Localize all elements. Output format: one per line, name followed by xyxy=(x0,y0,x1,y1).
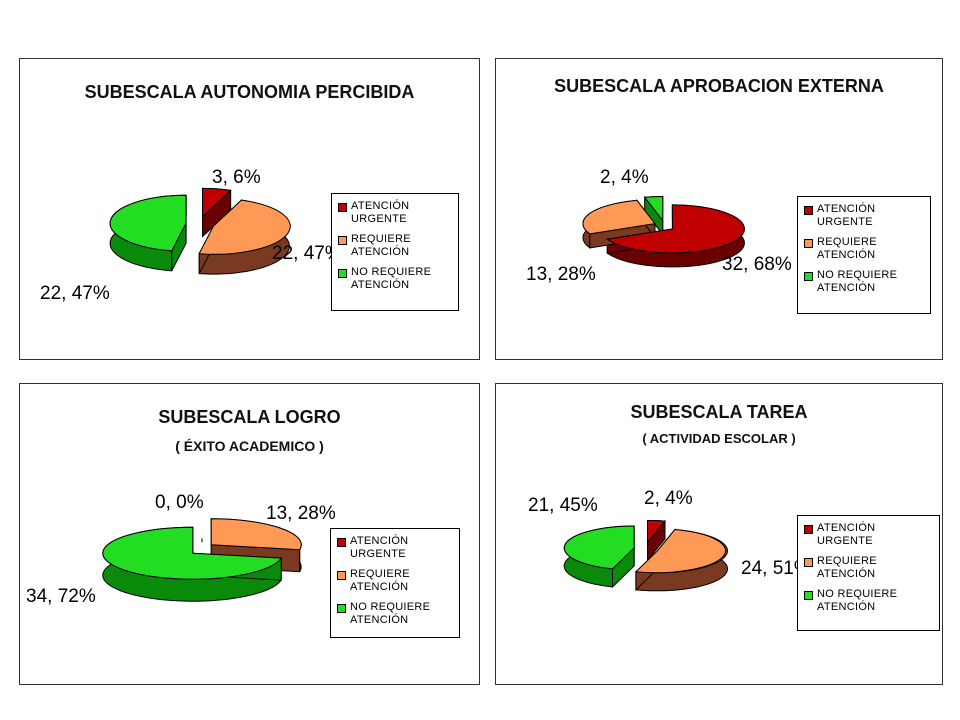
data-label: 13, 28% xyxy=(266,503,336,524)
chart-title: SUBESCALA APROBACION EXTERNA xyxy=(554,76,884,96)
legend-label: URGENTE xyxy=(817,535,873,547)
chart-panel-logro: 0, 0% 13, 28% 34, 72% SUBESCALA LOGRO ( ÉX… xyxy=(19,383,480,685)
chart-panel-autonomia: 3, 6% 22, 47% 22, 47% SUBESCALA AUTONOMIA … xyxy=(19,58,480,360)
pie-chart-svg: 2, 4% 24, 51% 21, 45% xyxy=(528,488,811,592)
pie-slice-requiere xyxy=(634,528,726,574)
legend-item-requiere: REQUIERE ATENCIÓN xyxy=(338,233,458,259)
chart-panel-tarea: 2, 4% 24, 51% 21, 45% SUBESCALA TAREA ( AC… xyxy=(495,383,943,685)
legend-item-no-requiere: NO REQUIERE ATENCIÓN xyxy=(337,601,459,627)
pie-chart-svg: 3, 6% 22, 47% 22, 47% xyxy=(40,167,342,304)
legend-swatch xyxy=(337,538,346,547)
legend-label: NO REQUIERE xyxy=(351,266,432,278)
pie-slice-no-requiere xyxy=(109,194,187,252)
legend-label: REQUIERE xyxy=(817,236,877,248)
legend-label: NO REQUIERE xyxy=(817,588,898,600)
legend-label: ATENCIÓN xyxy=(351,279,410,291)
pie-chart-svg: 0, 0% 13, 28% 34, 72% xyxy=(26,492,336,607)
legend-label: ATENCIÓN xyxy=(817,282,876,294)
chart-title: SUBESCALA TAREA xyxy=(630,402,808,422)
data-label: 2, 4% xyxy=(644,488,693,509)
chart-legend: ATENCIÓN URGENTE REQUIERE ATENCIÓN NO REQU… xyxy=(331,193,459,311)
chart-title: SUBESCALA AUTONOMIA PERCIBIDA xyxy=(84,82,415,102)
legend-item-requiere: REQUIERE ATENCIÓN xyxy=(337,568,459,594)
legend-swatch xyxy=(804,239,813,248)
legend-item-requiere: REQUIERE ATENCIÓN xyxy=(804,555,939,581)
legend-label: REQUIERE xyxy=(817,555,877,567)
data-label: 22, 47% xyxy=(40,283,110,304)
pie-slice-no-requiere xyxy=(563,525,635,570)
legend-label: URGENTE xyxy=(351,213,407,225)
data-label: 3, 6% xyxy=(212,167,261,188)
legend-label: ATENCIÓN xyxy=(350,581,409,593)
legend-swatch xyxy=(338,203,347,212)
legend-label: REQUIERE xyxy=(351,233,411,245)
pie-slice-no-requiere xyxy=(102,526,283,580)
legend-item-urgent: ATENCIÓN URGENTE xyxy=(338,200,458,226)
pie-slice-requiere xyxy=(210,518,302,551)
data-label: 24, 51% xyxy=(741,558,811,579)
legend-item-no-requiere: NO REQUIERE ATENCIÓN xyxy=(338,266,458,292)
legend-label: ATENCIÓN xyxy=(817,203,876,215)
pie-slice-urgent xyxy=(605,204,745,254)
legend-label: ATENCIÓN xyxy=(817,522,876,534)
pie-slice-urgent xyxy=(202,187,232,218)
chart-title: SUBESCALA LOGRO xyxy=(158,407,341,427)
legend-swatch xyxy=(804,272,813,281)
chart-legend: ATENCIÓN URGENTE REQUIERE ATENCIÓN NO REQU… xyxy=(797,515,940,631)
legend-label: NO REQUIERE xyxy=(817,269,898,281)
chart-subtitle: ( ÉXITO ACADEMICO ) xyxy=(175,438,324,454)
legend-label: ATENCIÓN xyxy=(351,246,410,258)
legend-item-urgent: ATENCIÓN URGENTE xyxy=(804,203,930,229)
pie-slice-requiere xyxy=(198,199,291,255)
legend-item-no-requiere: NO REQUIERE ATENCIÓN xyxy=(804,588,939,614)
legend-swatch xyxy=(337,571,346,580)
legend-item-urgent: ATENCIÓN URGENTE xyxy=(804,522,939,548)
chart-panel-aprobacion: 32, 68% 13, 28% 2, 4% SUBESCALA APROBACION… xyxy=(495,58,943,360)
legend-label: ATENCIÓN xyxy=(350,535,409,547)
legend-item-urgent: ATENCIÓN URGENTE xyxy=(337,535,459,561)
data-label: 13, 28% xyxy=(526,264,596,285)
legend-label: URGENTE xyxy=(817,216,873,228)
legend-swatch xyxy=(804,558,813,567)
legend-swatch xyxy=(804,206,813,215)
legend-label: ATENCIÓN xyxy=(351,200,410,212)
data-label: 0, 0% xyxy=(155,492,204,513)
data-label: 32, 68% xyxy=(722,254,792,275)
legend-label: ATENCIÓN xyxy=(817,249,876,261)
pie-slice-urgent xyxy=(646,519,666,544)
data-label: 34, 72% xyxy=(26,586,96,607)
data-label: 21, 45% xyxy=(528,495,598,516)
legend-swatch xyxy=(337,604,346,613)
legend-item-no-requiere: NO REQUIERE ATENCIÓN xyxy=(804,269,930,295)
chart-legend: ATENCIÓN URGENTE REQUIERE ATENCIÓN NO REQU… xyxy=(330,528,460,638)
legend-label: ATENCIÓN xyxy=(817,568,876,580)
pie-chart-svg: 32, 68% 13, 28% 2, 4% xyxy=(526,167,792,285)
legend-swatch xyxy=(804,525,813,534)
legend-label: ATENCIÓN xyxy=(817,601,876,613)
chart-subtitle: ( ACTIVIDAD ESCOLAR ) xyxy=(642,431,796,446)
legend-swatch xyxy=(338,269,347,278)
pie-slice-no-requiere xyxy=(643,195,664,223)
legend-label: URGENTE xyxy=(350,548,406,560)
legend-label: ATENCIÓN xyxy=(350,614,409,626)
legend-swatch xyxy=(338,236,347,245)
legend-label: REQUIERE xyxy=(350,568,410,580)
legend-label: NO REQUIERE xyxy=(350,601,431,613)
data-label: 2, 4% xyxy=(600,167,649,188)
data-label: 22, 47% xyxy=(272,243,342,264)
pie-slice-requiere xyxy=(582,199,656,235)
chart-legend: ATENCIÓN URGENTE REQUIERE ATENCIÓN NO REQU… xyxy=(797,196,931,314)
legend-swatch xyxy=(804,591,813,600)
legend-item-requiere: REQUIERE ATENCIÓN xyxy=(804,236,930,262)
